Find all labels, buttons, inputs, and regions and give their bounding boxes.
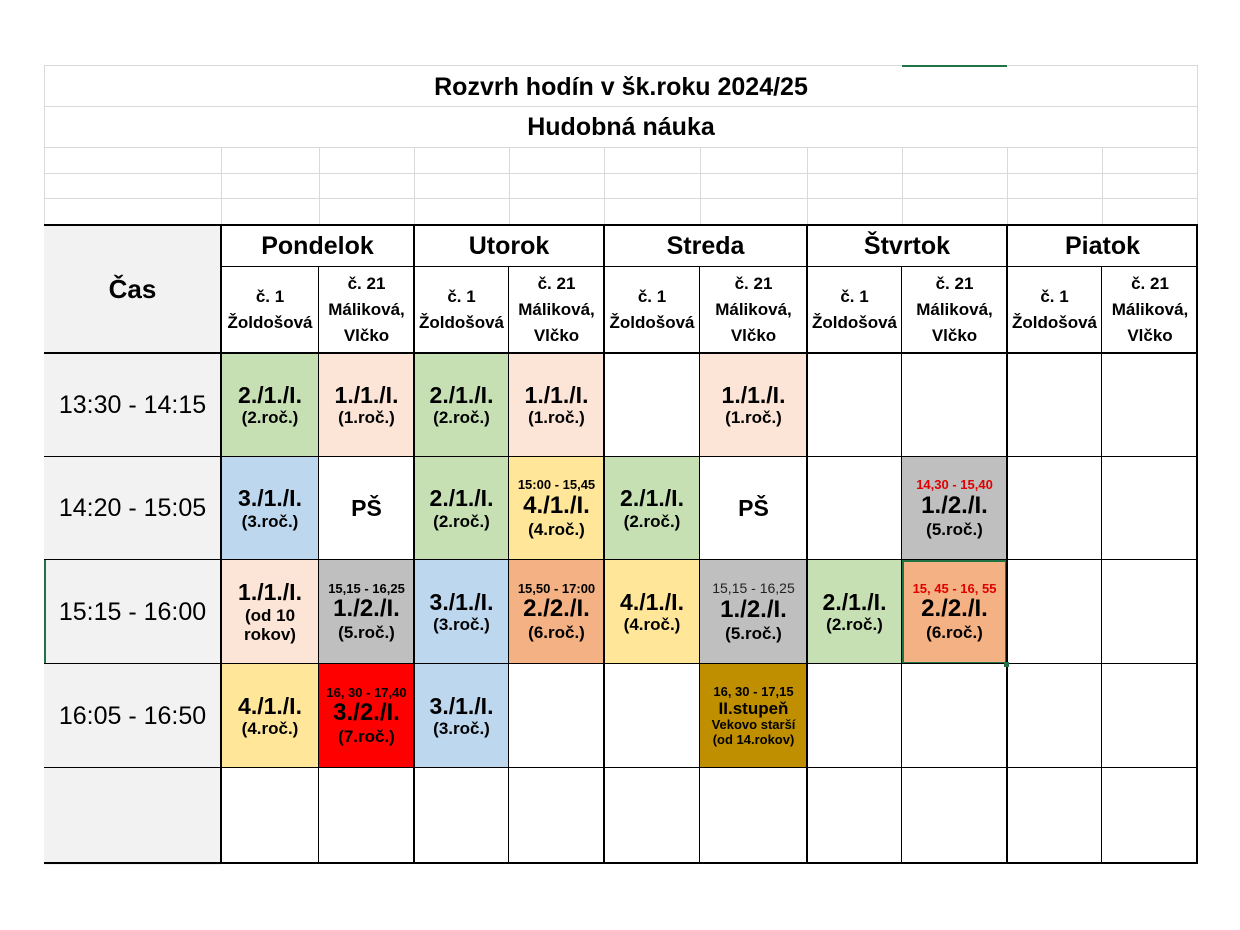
table-border	[220, 225, 222, 864]
time-slot-1: 13:30 - 14:15	[58, 390, 207, 419]
gridline	[902, 147, 903, 225]
table-border	[413, 225, 415, 864]
table-border	[44, 224, 1198, 226]
lesson-cell[interactable]: PŠ	[351, 494, 382, 521]
sheet-title: Rozvrh hodín v šk.roku 2024/25	[434, 73, 808, 101]
room-header: č. 21 Máliková, Vlčko	[328, 274, 405, 345]
room-header: č. 1 Žoldošová	[227, 287, 313, 332]
lesson-cell[interactable]: 16, 30 - 17,15 II.stupeň Vekovo starší (od …	[700, 664, 807, 768]
lesson-cell[interactable]: PŠ	[738, 494, 769, 521]
lesson-cell-selected[interactable]: 15, 45 - 16, 55 2./2./I. (6.roč.)	[902, 560, 1007, 664]
lesson-cell[interactable]: 1./1./I. (od 10 rokov)	[221, 560, 319, 664]
gridline	[44, 198, 1198, 199]
gridline	[44, 173, 1198, 174]
table-border	[44, 559, 1198, 560]
room-header: č. 21 Máliková, Vlčko	[916, 274, 993, 345]
table-border	[1101, 267, 1102, 864]
table-border	[508, 267, 509, 864]
gridline	[44, 147, 1198, 148]
time-header: Čas	[108, 273, 157, 304]
table-border	[806, 225, 808, 864]
gridline	[319, 147, 320, 225]
time-slot-4: 16:05 - 16:50	[58, 701, 207, 730]
lesson-cell[interactable]: 3./1./I. (3.roč.)	[414, 664, 509, 768]
room-header: č. 1 Žoldošová	[1011, 287, 1097, 332]
table-border	[44, 352, 1198, 354]
gridline	[700, 147, 701, 225]
room-header: č. 1 Žoldošová	[609, 287, 695, 332]
lesson-cell[interactable]: 1./1./I. (1.roč.)	[509, 353, 604, 457]
lesson-cell[interactable]: 2./1./I. (2.roč.)	[221, 353, 319, 457]
time-slot-2: 14:20 - 15:05	[58, 494, 207, 522]
table-border	[318, 267, 319, 864]
column-selection-marker	[902, 65, 1007, 67]
table-border	[221, 266, 1198, 267]
table-border	[699, 267, 700, 864]
day-header-tuesday: Utorok	[468, 231, 550, 260]
table-border	[1006, 225, 1008, 864]
lesson-cell[interactable]: 3./1./I. (3.roč.)	[414, 560, 509, 664]
spreadsheet: Rozvrh hodín v šk.roku 2024/25 Hudobná n…	[44, 65, 1198, 865]
lesson-cell[interactable]: 16, 30 - 17,40 3./2./I. (7.roč.)	[319, 664, 414, 768]
lesson-cell[interactable]: 2./1./I. (2.roč.)	[414, 457, 509, 560]
lesson-cell[interactable]: 15,15 - 16,25 1./2./I. (5.roč.)	[700, 560, 807, 664]
room-header: č. 21 Máliková, Vlčko	[1111, 274, 1189, 345]
row-selection-marker	[44, 560, 46, 664]
lesson-cell[interactable]: 2./1./I. (2.roč.)	[604, 457, 700, 560]
gridline	[221, 147, 222, 225]
lesson-cell[interactable]: 1./1./I. (1.roč.)	[319, 353, 414, 457]
table-border	[44, 767, 1198, 768]
table-border	[44, 663, 1198, 664]
gridline	[509, 147, 510, 225]
gridline	[44, 65, 1198, 66]
time-column-background	[44, 225, 221, 865]
room-header: č. 1 Žoldošová	[418, 287, 504, 332]
gridline	[604, 147, 605, 225]
time-slot-3: 15:15 - 16:00	[58, 597, 207, 626]
room-header: č. 21 Máliková, Vlčko	[715, 274, 792, 345]
gridline	[44, 106, 1198, 107]
gridline	[1102, 147, 1103, 225]
table-border	[44, 456, 1198, 457]
lesson-cell[interactable]: 4./1./I. (4.roč.)	[604, 560, 700, 664]
lesson-cell[interactable]: 14,30 - 15,40 1./2./I. (5.roč.)	[902, 457, 1007, 560]
room-header: č. 1 Žoldošová	[811, 287, 897, 332]
lesson-cell[interactable]: 15,15 - 16,25 1./2./I. (5.roč.)	[319, 560, 414, 664]
lesson-cell[interactable]: 15,50 - 17:00 2./2./I. (6.roč.)	[509, 560, 604, 664]
lesson-cell[interactable]: 2./1./I. (2.roč.)	[414, 353, 509, 457]
lesson-cell[interactable]: 1./1./I. (1.roč.)	[700, 353, 807, 457]
table-border	[603, 225, 605, 864]
lesson-cell[interactable]: 3./1./I. (3.roč.)	[221, 457, 319, 560]
gridline	[1007, 147, 1008, 225]
day-header-friday: Piatok	[1064, 231, 1141, 260]
fill-handle[interactable]	[1004, 662, 1009, 667]
table-border	[44, 862, 1198, 864]
day-header-wednesday: Streda	[666, 231, 745, 260]
sheet-subtitle: Hudobná náuka	[527, 113, 715, 141]
day-header-thursday: Štvrtok	[863, 231, 951, 260]
lesson-cell[interactable]: 2./1./I. (2.roč.)	[807, 560, 902, 664]
day-header-monday: Pondelok	[261, 231, 374, 260]
table-border	[901, 267, 902, 864]
room-header: č. 21 Máliková, Vlčko	[518, 274, 595, 345]
gridline	[414, 147, 415, 225]
gridline	[1197, 65, 1198, 225]
lesson-cell[interactable]: 4./1./I. (4.roč.)	[221, 664, 319, 768]
gridline	[807, 147, 808, 225]
table-border	[1196, 225, 1198, 864]
lesson-cell[interactable]: 15:00 - 15,45 4./1./I. (4.roč.)	[509, 457, 604, 560]
